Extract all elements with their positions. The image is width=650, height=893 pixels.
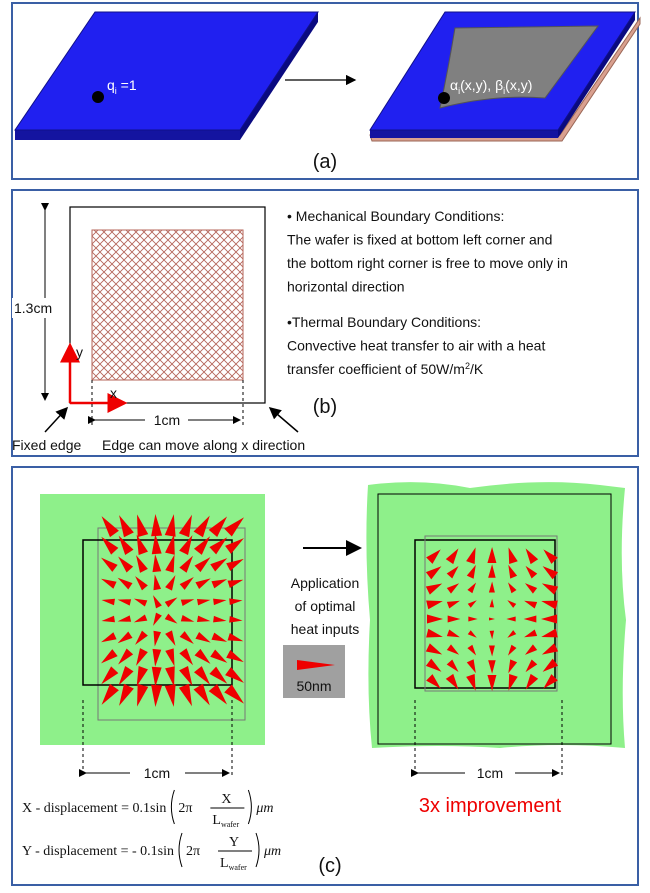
label: α [450, 77, 458, 93]
den: L [212, 813, 221, 828]
text-line: the bottom right corner is free to move … [287, 255, 568, 271]
den-sub: wafer [221, 820, 240, 829]
annotation: Fixed edge [12, 437, 81, 453]
paren [256, 833, 259, 867]
pointer [270, 408, 298, 432]
text: /K [470, 361, 484, 377]
panel-c: Application of optimal heat inputs 50nm … [12, 467, 638, 885]
axis-label: y [76, 344, 83, 360]
page: { "panel_a": { "left_label": {"main": "q… [0, 0, 650, 888]
text-line: horizontal direction [287, 279, 405, 295]
figure: qi =1 αi(x,y), βi(x,y) (a) 1.3cm y x 1cm… [0, 0, 650, 888]
dimension-label: 1cm [154, 412, 180, 428]
step-label: of optimal [295, 598, 356, 614]
equation-num: Y [229, 835, 239, 850]
scale-label: 50nm [296, 678, 331, 694]
equation-lhs: X - displacement = 0.1sin [22, 801, 166, 816]
pointer [45, 408, 67, 432]
equation-num: X [221, 792, 231, 807]
equation-den: Lwafer [212, 813, 239, 829]
paren [179, 833, 182, 867]
text-line: transfer coefficient of 50W/m2/K [287, 361, 484, 377]
plate-side [370, 130, 558, 138]
equation-coef: 2π [178, 801, 192, 816]
den-sub: wafer [229, 863, 248, 872]
step-label: Application [291, 575, 360, 591]
point-source [438, 92, 450, 104]
panel-b: 1.3cm y x 1cm (b) Fixed edge Edge can mo… [12, 190, 638, 456]
text-line: •Thermal Boundary Conditions: [287, 314, 481, 330]
equation-unit: μm [263, 844, 281, 859]
annotation: Edge can move along x direction [102, 437, 305, 453]
text: transfer coefficient of 50W/m [287, 361, 465, 377]
plate [15, 12, 318, 130]
point-source [92, 91, 104, 103]
step-label: heat inputs [291, 621, 360, 637]
text-line: The wafer is fixed at bottom left corner… [287, 232, 552, 248]
axis-label: x [110, 385, 117, 401]
caption: (c) [318, 855, 341, 877]
panel-a: qi =1 αi(x,y), βi(x,y) (a) [12, 3, 640, 179]
caption: (a) [313, 151, 337, 173]
text-line: Convective heat transfer to air with a h… [287, 338, 545, 354]
dimension-label: 1cm [144, 765, 170, 781]
equation-den: Lwafer [220, 856, 247, 872]
label: (x,y) [505, 77, 532, 93]
label: (x,y), [460, 77, 495, 93]
wafer [366, 482, 626, 748]
caption: (b) [313, 396, 337, 418]
text-line: • Mechanical Boundary Conditions: [287, 208, 504, 224]
dimension-label: 1cm [477, 765, 503, 781]
dimension-label: 1.3cm [14, 300, 52, 316]
label: q [107, 77, 115, 93]
den: L [220, 856, 229, 871]
plate-side [15, 130, 240, 140]
result-label: 3x improvement [419, 795, 562, 817]
equation-coef: 2π [186, 844, 200, 859]
paren [248, 790, 251, 824]
equation-unit: μm [255, 801, 273, 816]
equations: X - displacement = 0.1sin2πXLwaferμmY - … [22, 790, 281, 872]
paren [171, 790, 174, 824]
boundary-conditions: • Mechanical Boundary Conditions: The waf… [287, 208, 568, 377]
heated-region [92, 230, 243, 380]
equation-lhs: Y - displacement = - 0.1sin [22, 844, 174, 859]
label: β [495, 77, 503, 93]
label: =1 [117, 77, 137, 93]
